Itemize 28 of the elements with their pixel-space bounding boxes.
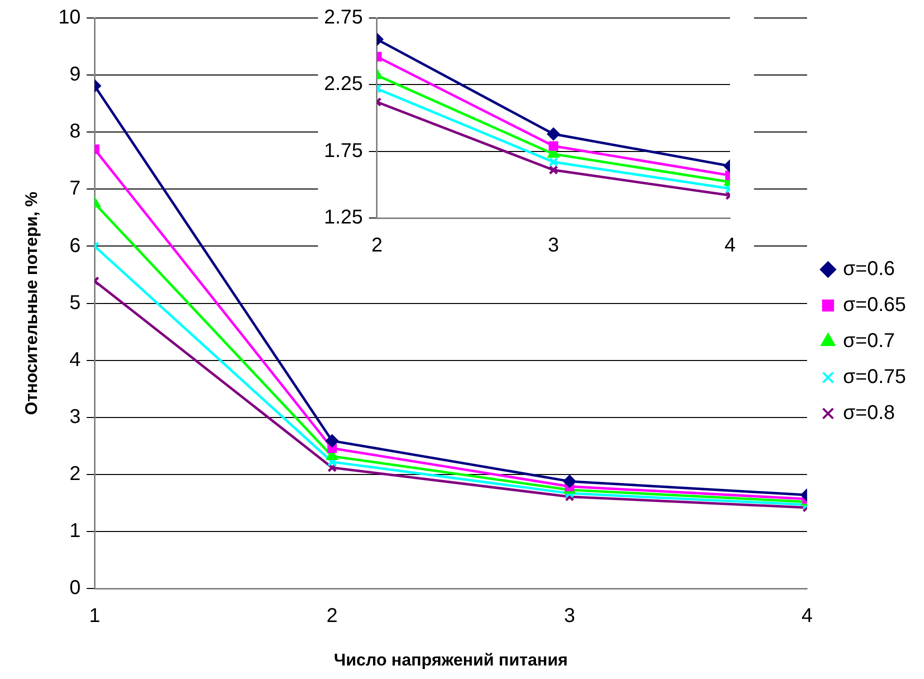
legend-label: σ=0.65: [843, 294, 906, 316]
y-tick-label: 6: [70, 234, 81, 257]
x-tick-label: 4: [801, 605, 813, 628]
y-tick-label: 2.25: [324, 73, 363, 96]
y-tick-label: 3: [70, 406, 81, 428]
y-tick-label: 8: [70, 120, 81, 143]
x-tick-label: 3: [564, 605, 576, 628]
y-tick-label: 9: [70, 64, 81, 86]
legend-label: σ=0.6: [843, 258, 895, 280]
y-tick-label: 5: [70, 292, 81, 314]
x-tick-label: 1: [89, 605, 100, 628]
x-tick-label: 4: [724, 234, 736, 257]
y-axis-title: Относительные потери, %: [22, 192, 41, 415]
y-tick-label: 1.75: [324, 140, 363, 162]
x-axis-title: Число напряжений питания: [334, 650, 568, 670]
legend-label: σ=0.7: [843, 330, 895, 352]
legend-label: σ=0.75: [843, 366, 906, 388]
y-tick-label: 1.25: [324, 206, 363, 229]
y-tick-label: 0: [70, 577, 81, 600]
x-tick-label: 3: [548, 234, 560, 257]
legend-label: σ=0.8: [843, 402, 895, 424]
y-tick-label: 2.75: [324, 6, 363, 29]
y-tick-label: 4: [70, 348, 81, 371]
x-tick-label: 2: [371, 234, 382, 257]
y-tick-label: 2: [70, 462, 81, 485]
y-tick-label: 7: [70, 178, 81, 200]
y-tick-label: 10: [58, 6, 81, 29]
y-tick-label: 1: [70, 520, 81, 542]
